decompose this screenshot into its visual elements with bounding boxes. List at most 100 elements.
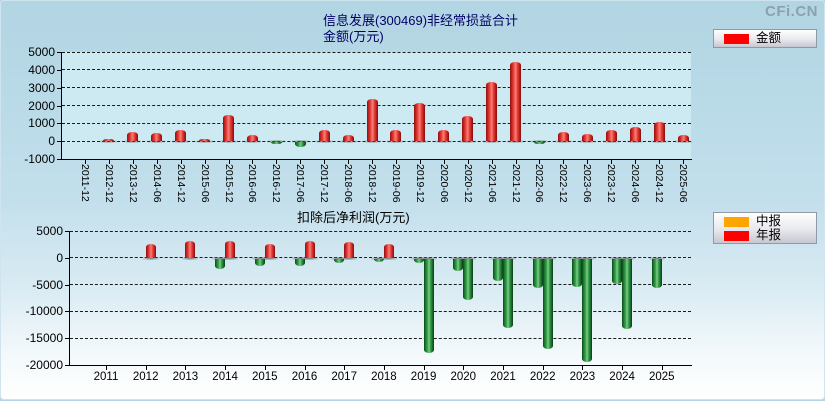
grid-line (62, 122, 691, 124)
grid-line (62, 105, 691, 106)
x-axis-tick (683, 160, 684, 164)
x-axis-tick (372, 160, 374, 164)
y-axis-line (69, 231, 70, 366)
bar (344, 242, 355, 258)
bar-base-shadow (182, 256, 199, 260)
bar (557, 132, 569, 142)
y-axis-tick (65, 365, 69, 366)
annual-legend-row: 年报 (724, 229, 816, 242)
amount-swatch-icon (724, 33, 749, 44)
bar (254, 258, 265, 266)
y-axis-tick (65, 338, 69, 340)
x-tick-label: 2018 (371, 371, 397, 383)
bar (622, 258, 633, 329)
x-tick-label: 2023-06 (581, 164, 594, 203)
x-tick-label: 2021-06 (485, 164, 498, 203)
x-axis-tick (132, 160, 134, 164)
bar-base-shadow (301, 256, 318, 260)
bar-base-shadow (222, 256, 239, 260)
amount-legend-label: 金额 (756, 31, 782, 45)
bar-base-shadow (554, 140, 572, 144)
bar (390, 129, 402, 142)
y-axis-tick (57, 123, 61, 125)
x-axis-tick (348, 160, 350, 164)
interim-legend-row: 中报 (724, 215, 816, 228)
y-axis-line (61, 52, 62, 160)
x-tick-label: 2020 (450, 371, 477, 383)
x-tick-label: 2013 (172, 371, 199, 383)
x-tick-label: 2020-12 (461, 164, 474, 203)
y-tick-label: 0 (56, 250, 63, 265)
bar (383, 244, 394, 258)
x-tick-label: 2025 (649, 371, 675, 383)
y-tick-label: 2000 (28, 98, 55, 113)
y-axis-tick (57, 105, 61, 107)
x-axis-tick (228, 160, 230, 164)
bar (175, 130, 187, 142)
bar-base-shadow (148, 140, 166, 144)
page-title: 信息发展(300469)非经常损益合计 (323, 13, 519, 28)
bar (225, 241, 236, 258)
bar (677, 134, 689, 142)
x-tick-label: 2016 (291, 371, 318, 383)
x-tick-label: 2014-06 (150, 164, 163, 203)
x-axis-tick (276, 160, 278, 164)
x-tick-label: 2020-06 (437, 164, 450, 203)
x-axis-tick (515, 160, 517, 164)
bar-base-shadow (460, 256, 477, 260)
bar (582, 258, 593, 363)
x-axis-tick (252, 160, 254, 164)
y-axis-tick (57, 159, 61, 160)
bar (453, 258, 464, 272)
x-axis-tick (419, 160, 421, 164)
x-tick-label: 2019 (410, 371, 437, 383)
amount-legend: 金额 (713, 29, 817, 48)
bar-base-shadow (315, 140, 333, 144)
x-tick-label: 2025-06 (677, 164, 689, 203)
x-tick-label: 2021 (490, 371, 516, 383)
x-tick-label: 2012-12 (102, 164, 115, 203)
bar (103, 139, 115, 142)
x-axis-line (61, 159, 692, 160)
bar-base-shadow (435, 140, 453, 144)
y-axis-tick (65, 284, 69, 286)
x-axis-tick (85, 160, 86, 164)
x-axis-tick (491, 160, 493, 164)
bar (423, 258, 434, 353)
bar-base-shadow (650, 140, 668, 144)
y-tick-label: 3000 (28, 80, 55, 95)
bar-base-shadow (251, 256, 268, 260)
x-axis-tick (423, 366, 425, 370)
bar (342, 135, 354, 142)
bar-base-shadow (530, 140, 548, 144)
x-axis-tick (264, 366, 266, 370)
y-tick-label: -15000 (25, 331, 63, 346)
bar-base-shadow (124, 140, 142, 144)
x-axis-tick (587, 160, 589, 164)
bar (510, 61, 522, 142)
bar (215, 258, 226, 269)
x-axis-tick (661, 366, 663, 370)
interim-swatch-icon (724, 216, 749, 227)
y-axis-tick (65, 231, 69, 232)
x-axis-tick (395, 160, 397, 164)
page-subtitle: 金额(万元) (323, 29, 384, 44)
bar (199, 139, 211, 142)
bar-base-shadow (420, 256, 437, 260)
bar (493, 258, 503, 282)
bar (414, 102, 426, 142)
x-axis-tick (145, 366, 147, 370)
x-axis-tick (344, 366, 346, 370)
bar-base-shadow (363, 140, 381, 144)
x-axis-tick (106, 366, 107, 370)
x-axis-tick (225, 366, 227, 370)
x-axis-tick (539, 160, 541, 164)
bar (503, 258, 513, 328)
profit-legend: 中报 年报 (713, 212, 817, 244)
x-axis-tick (635, 160, 637, 164)
bar-base-shadow (220, 140, 238, 144)
bar-base-shadow (172, 140, 190, 144)
x-tick-label: 2022-06 (533, 164, 546, 203)
bar-base-shadow (212, 256, 229, 260)
